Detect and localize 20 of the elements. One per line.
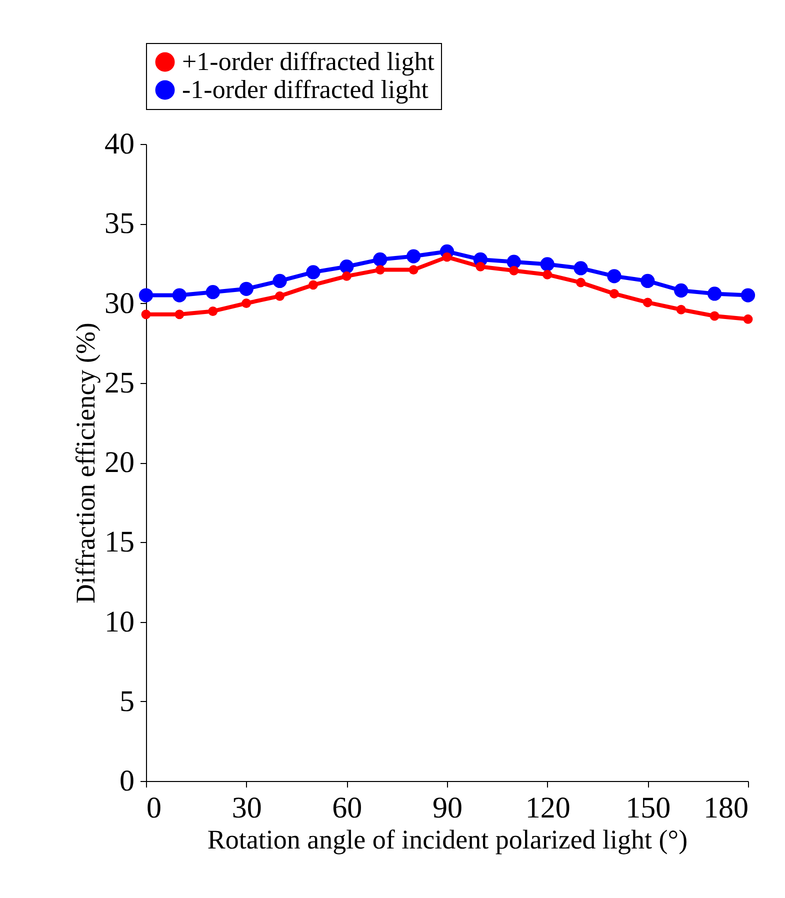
y-tick-label: 40 — [104, 128, 134, 160]
x-tick-label: 90 — [432, 792, 462, 824]
x-axis-title: Rotation angle of incident polarized light (°) — [207, 824, 688, 854]
y-tick-label: 0 — [120, 764, 134, 798]
x-tick-label: 120 — [525, 792, 570, 824]
legend-label: -1-order diffracted light — [182, 75, 430, 104]
x-tick-label: 30 — [232, 792, 262, 824]
x-tick-label: 150 — [626, 792, 671, 824]
y-tick-label: 10 — [104, 605, 134, 638]
y-tick-label: 30 — [104, 286, 134, 320]
legend-label: +1-order diffracted light — [182, 47, 436, 76]
y-tick-label: 5 — [120, 684, 134, 718]
y-axis-title: Diffraction efficiency (%) — [70, 322, 100, 604]
x-tick-label: 60 — [332, 792, 362, 824]
y-tick-label: 35 — [104, 207, 134, 240]
y-tick-label: 15 — [104, 526, 134, 559]
x-tick-label: 0 — [146, 792, 162, 824]
y-tick-label: 25 — [104, 366, 134, 400]
x-tick-label: 180 — [704, 792, 748, 824]
y-tick-label: 20 — [104, 446, 134, 479]
